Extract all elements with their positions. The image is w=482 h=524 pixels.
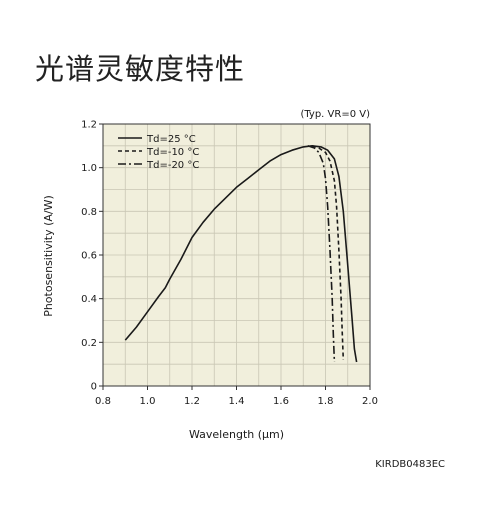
series-line (311, 145, 345, 360)
y-tick-label: 0.6 (81, 251, 97, 262)
x-tick-label: 0.8 (95, 396, 111, 407)
y-tick-label: 1.2 (81, 120, 97, 131)
x-tick-label: 1.0 (140, 396, 156, 407)
x-tick-label: 1.6 (273, 396, 289, 407)
series-line (124, 145, 358, 363)
x-tick-label: 1.2 (184, 396, 200, 407)
page-title: 光谱灵敏度特性 (35, 52, 246, 86)
y-tick-label: 1.0 (81, 163, 97, 174)
x-axis-label: Wavelength (μm) (189, 428, 284, 441)
y-tick-label: 0.4 (81, 294, 97, 305)
legend-label: Td=-20 °C (146, 160, 199, 171)
document-code: KIRDB0483EC (375, 459, 445, 470)
x-tick-label: 2.0 (362, 396, 378, 407)
y-axis-label: Photosensitivity (A/W) (42, 195, 55, 317)
legend-label: Td=-10 °C (146, 147, 199, 158)
series-line (307, 145, 336, 363)
legend-label: Td=25 °C (146, 134, 196, 145)
y-tick-label: 0.2 (81, 338, 97, 349)
measurement-condition-note: (Typ. VR=0 V) (300, 109, 370, 120)
y-tick-label: 0 (91, 382, 97, 393)
y-tick-label: 0.8 (81, 207, 97, 218)
x-tick-label: 1.8 (318, 396, 334, 407)
x-tick-label: 1.4 (229, 396, 245, 407)
